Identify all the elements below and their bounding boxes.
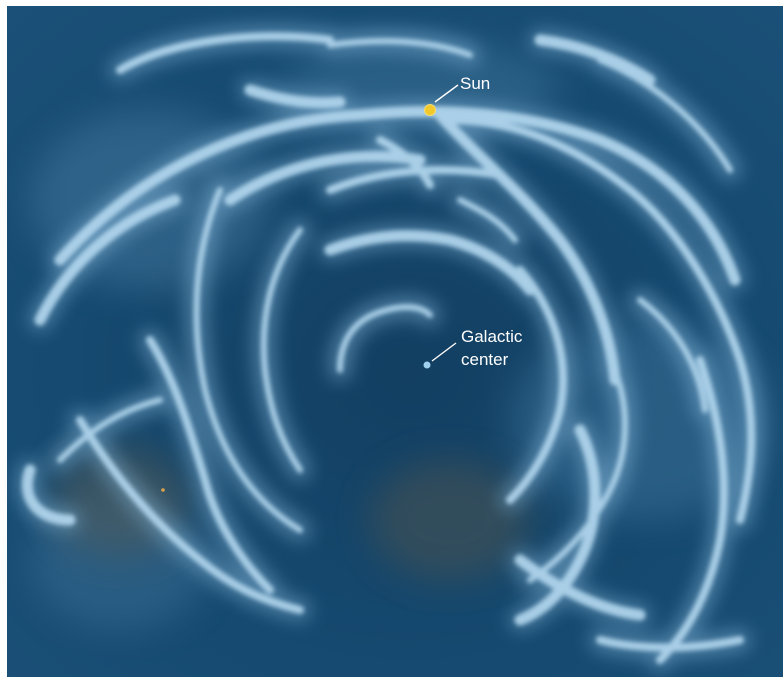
spiral-arm bbox=[327, 38, 473, 58]
spiral-arm bbox=[21, 464, 76, 526]
spiral-arm bbox=[376, 136, 434, 189]
spiral-arm bbox=[57, 397, 163, 463]
spiral-arm bbox=[514, 554, 646, 621]
spiral-arm bbox=[54, 106, 741, 286]
spiral-arm bbox=[326, 166, 504, 194]
spiral-arm bbox=[434, 109, 621, 386]
sun-dot-icon bbox=[424, 104, 436, 116]
galactic-center-label-line2: center bbox=[461, 350, 509, 369]
spiral-arm bbox=[446, 116, 756, 524]
spiral-arm bbox=[244, 84, 346, 109]
spiral-arm bbox=[656, 356, 728, 664]
spiral-arm bbox=[637, 297, 708, 413]
spiral-arm bbox=[514, 424, 601, 626]
spiral-arms bbox=[21, 32, 756, 664]
spiral-arm bbox=[337, 304, 433, 373]
spiral-arm bbox=[534, 34, 656, 86]
spiral-arm bbox=[116, 32, 334, 74]
spiral-arm bbox=[193, 187, 303, 533]
spiral-arm bbox=[506, 266, 567, 504]
spiral-arm bbox=[76, 416, 304, 614]
galactic-center-leader-line bbox=[431, 342, 457, 362]
spiral-arm bbox=[457, 197, 518, 243]
spiral-arm bbox=[596, 636, 744, 652]
spiral-arm bbox=[324, 230, 536, 296]
sun-label: Sun bbox=[460, 74, 490, 93]
spiral-arm bbox=[224, 150, 426, 206]
speck bbox=[161, 488, 165, 492]
spiral-arm bbox=[260, 227, 303, 473]
galactic-center-label-line1: Galactic bbox=[461, 327, 523, 346]
spiral-arm bbox=[146, 336, 274, 594]
galactic-center-dot-icon bbox=[423, 361, 431, 369]
dust-patches bbox=[50, 445, 530, 580]
sun-leader-line bbox=[434, 84, 459, 103]
spiral-arm bbox=[527, 357, 628, 583]
spiral-arm bbox=[34, 194, 181, 326]
